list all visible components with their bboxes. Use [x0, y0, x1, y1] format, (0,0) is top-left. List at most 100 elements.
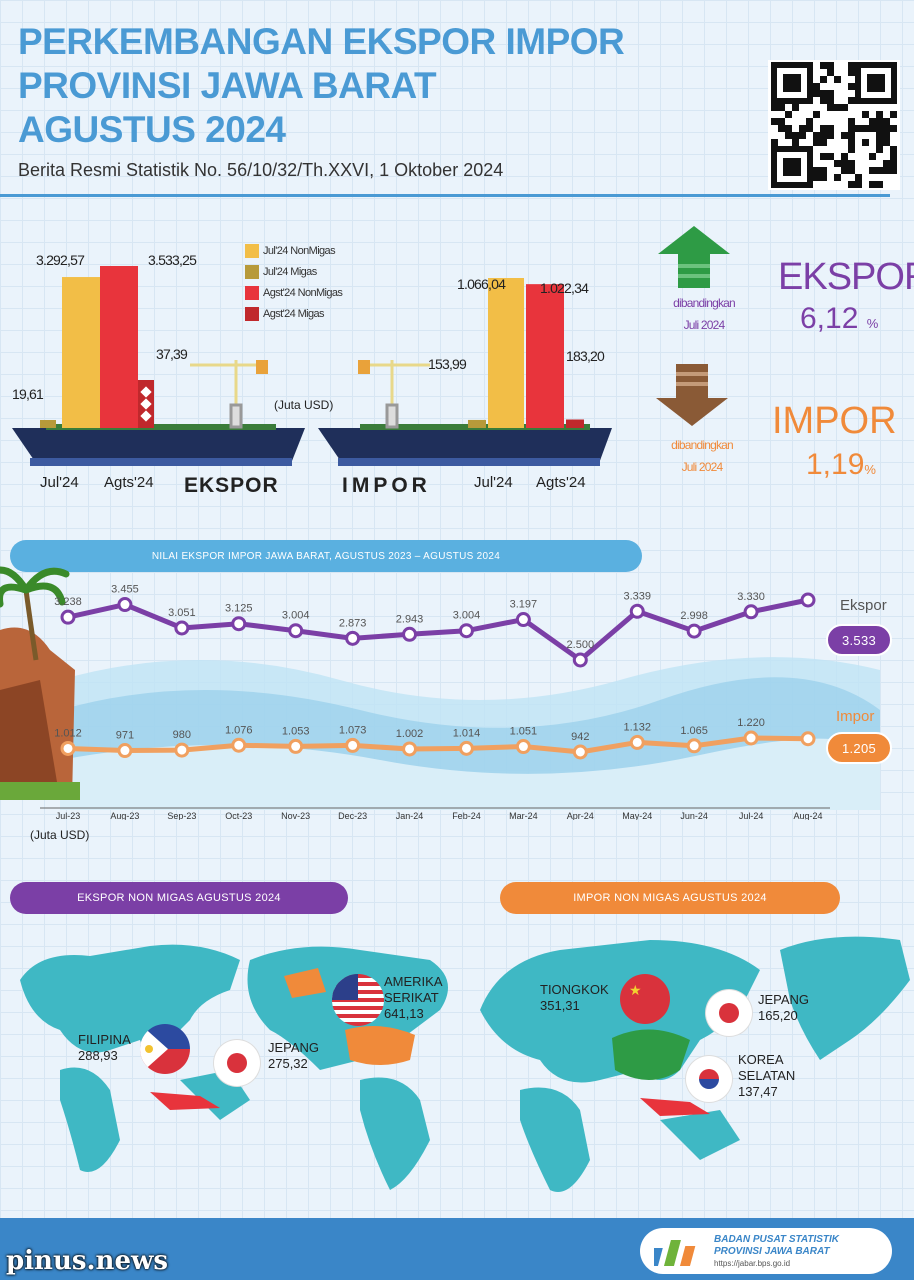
- bar-ekspor-jul-migas: [40, 420, 56, 428]
- qr-module: [834, 104, 841, 111]
- grass-decoration: [0, 782, 80, 800]
- ekspor-point: [231, 616, 247, 632]
- impor-summary-value: 1,19%: [806, 448, 876, 482]
- qr-module: [820, 132, 827, 139]
- legend-swatch: [245, 243, 259, 258]
- map-landmass: [480, 940, 760, 1083]
- cliff-decoration: [0, 680, 60, 800]
- qr-module: [827, 69, 834, 76]
- qr-module: [778, 118, 785, 125]
- impor-value-label: 1.065: [680, 725, 708, 737]
- trend-line-chart: 3.238 3.455 3.051 3.125 3.004 2.873 2.943 3.004…: [0, 566, 880, 820]
- bar-ekspor-agt-migas-pattern: [140, 410, 152, 422]
- x-tick-label: Feb-24: [452, 811, 481, 820]
- qr-code[interactable]: [768, 60, 900, 190]
- usa-flag-icon: [332, 974, 384, 1026]
- x-tick-label: Jan-24: [396, 811, 424, 820]
- qr-module: [806, 125, 813, 132]
- trend-unit-label: (Juta USD): [30, 828, 90, 842]
- ekspor-point: [515, 612, 531, 628]
- ekspor-map-title: EKSPOR NON MIGAS AGUSTUS 2024: [10, 882, 348, 914]
- arrow-down-icon: [656, 364, 728, 426]
- qr-module: [862, 125, 869, 132]
- impor-value-label: 980: [173, 729, 191, 741]
- legend-label: Agst'24 Migas: [263, 307, 325, 320]
- ekspor-ship-stripe: [30, 458, 292, 466]
- qr-module: [890, 153, 897, 160]
- x-tick-label: Mar-24: [509, 811, 538, 820]
- ekspor-point: [572, 652, 588, 668]
- bps-logo-icon: [654, 1240, 696, 1266]
- country-value: 275,32: [268, 1056, 308, 1071]
- qr-module: [799, 125, 806, 132]
- impor-value-label: 1.073: [339, 724, 367, 736]
- qr-module: [785, 132, 792, 139]
- bps-org-text: BADAN PUSAT STATISTIK PROVINSI JAWA BARA…: [714, 1234, 839, 1270]
- qr-module: [834, 160, 841, 167]
- bps-badge[interactable]: BADAN PUSAT STATISTIK PROVINSI JAWA BARA…: [640, 1228, 892, 1274]
- qr-module: [848, 118, 855, 125]
- impor-point: [231, 737, 247, 753]
- qr-module: [890, 146, 897, 153]
- bps-url[interactable]: https://jabar.bps.go.id: [714, 1259, 791, 1268]
- qr-module: [778, 104, 785, 111]
- qr-module: [792, 132, 799, 139]
- korea-flag-icon: [686, 1056, 732, 1102]
- x-tick-label: Jun-24: [680, 811, 708, 820]
- qr-module: [883, 118, 890, 125]
- impor-point: [800, 731, 816, 747]
- map-landmass: [520, 1087, 590, 1192]
- impor-point: [629, 734, 645, 750]
- ekspor-value-label: 3.339: [623, 590, 651, 602]
- percent-sign: %: [866, 316, 879, 331]
- impor-series-label: Impor: [836, 708, 875, 725]
- palm-leaves: [0, 566, 70, 608]
- qr-module: [820, 62, 827, 69]
- ekspor-value-label: 3.004: [453, 610, 481, 622]
- x-tick-label: Jul-23: [56, 811, 81, 820]
- usa-highlight: [345, 1026, 415, 1065]
- qr-module: [785, 111, 792, 118]
- philippines-flag-triangle: [140, 1024, 168, 1074]
- qr-module: [820, 125, 827, 132]
- qr-module: [841, 104, 848, 111]
- qr-module: [876, 181, 883, 188]
- qr-module: [827, 125, 834, 132]
- ekspor-axis-agt: Agts'24: [104, 474, 154, 491]
- impor-point: [288, 738, 304, 754]
- ekspor-point: [345, 630, 361, 646]
- country-name: JEPANG: [268, 1040, 320, 1055]
- ekspor-point: [743, 604, 759, 620]
- ekspor-agt-migas-label: 37,39: [156, 346, 188, 362]
- qr-module: [862, 111, 869, 118]
- compare-line-2: Juli 2024: [681, 460, 724, 474]
- ekspor-value-label: 2.873: [339, 617, 367, 629]
- legend-swatch: [245, 264, 259, 279]
- ekspor-value-label: 3.238: [54, 596, 82, 608]
- china-flag-icon: ★: [620, 974, 670, 1024]
- impor-caption: IMPOR: [342, 474, 431, 497]
- percent-sign: %: [864, 462, 876, 477]
- qr-finder: [783, 158, 801, 176]
- bar-ekspor-agt-migas-pattern: [140, 398, 152, 410]
- bar-impor-jul-migas: [468, 419, 486, 428]
- ekspor-summary-value: 6,12 %: [800, 302, 878, 336]
- ekspor-crane: [190, 360, 266, 429]
- country-value: 351,31: [540, 998, 580, 1013]
- country-value: 288,93: [78, 1048, 118, 1063]
- ekspor-point: [288, 623, 304, 639]
- qr-module: [848, 132, 855, 139]
- ekspor-point: [686, 623, 702, 639]
- legend-jul-nonmigas: Jul'24 NonMigas: [245, 240, 342, 261]
- ekspor-value-label: 2.943: [396, 613, 424, 625]
- qr-module: [827, 153, 834, 160]
- impor-value-label: 1.002: [396, 728, 424, 740]
- impor-country-japan: JEPANG 165,20: [758, 992, 809, 1024]
- qr-module: [848, 146, 855, 153]
- impor-map-title: IMPOR NON MIGAS AGUSTUS 2024: [500, 882, 840, 914]
- qr-module: [855, 174, 862, 181]
- impor-value-label: 1.014: [453, 727, 481, 739]
- impor-summary-label: IMPOR: [772, 400, 897, 442]
- legend-label: Jul'24 Migas: [263, 265, 317, 278]
- impor-value-label: 1.053: [282, 725, 310, 737]
